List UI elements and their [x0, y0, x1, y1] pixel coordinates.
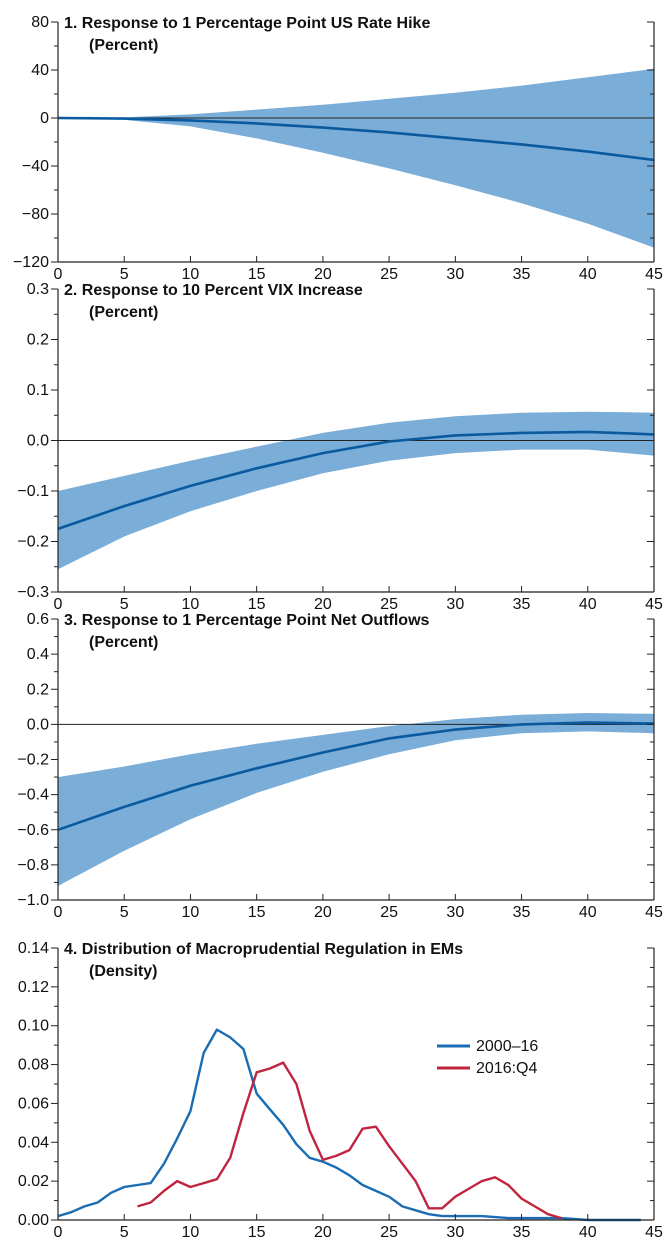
x-tick-label: 30 [446, 266, 464, 283]
x-tick-label: 15 [248, 266, 266, 283]
x-tick-label: 35 [513, 1224, 531, 1241]
y-tick-label: 40 [31, 62, 49, 79]
chart-panel-4: 0.00 0.02 0.04 0.06 0.08 0.10 0.12 0.14 0 5 10 15 20… [18, 940, 663, 1241]
y-tick-label: −0.6 [17, 822, 49, 839]
x-tick-label: 0 [54, 596, 63, 613]
x-tick-label: 20 [314, 596, 332, 613]
chart-title: 3. Response to 1 Percentage Point Net Ou… [64, 612, 430, 629]
y-tick-label: 0.2 [27, 332, 49, 349]
y-tick-label: −80 [22, 206, 49, 223]
x-tick-label: 40 [579, 266, 597, 283]
y-tick-label: 0.2 [27, 681, 49, 698]
confidence-band [58, 713, 654, 886]
x-tick-label: 30 [446, 904, 464, 921]
x-tick-label: 20 [314, 266, 332, 283]
chart-panel-2: −0.3 −0.2 −0.1 0.0 0.1 0.2 0.3 0 5 10 15 20 25 30 35 40… [17, 281, 663, 613]
x-tick-label: 5 [120, 904, 129, 921]
x-tick-label: 25 [380, 266, 398, 283]
chart-panel-3: −1.0 −0.8 −0.6 −0.4 −0.2 0.0 0.2 0.4 0.6 0 5 10 15 20… [17, 611, 663, 921]
confidence-band [58, 68, 654, 248]
x-tick-label: 35 [513, 904, 531, 921]
response-line [57, 116, 655, 162]
y-tick-label: −40 [22, 158, 49, 175]
confidence-band [58, 411, 654, 570]
y-tick-label: 0.6 [27, 611, 49, 628]
y-tick-label: 0.0 [27, 433, 49, 450]
x-tick-label: 0 [54, 1224, 63, 1241]
x-tick-label: 45 [645, 266, 663, 283]
chart-subtitle: (Percent) [89, 37, 158, 54]
legend-label-2: 2016:Q4 [476, 1060, 537, 1077]
series-line-2 [137, 1061, 562, 1220]
y-tick-label: 0.4 [27, 646, 49, 663]
x-tick-label: 15 [248, 1224, 266, 1241]
chart-title: 1. Response to 1 Percentage Point US Rat… [64, 15, 430, 32]
x-tick-label: 5 [120, 266, 129, 283]
x-tick-label: 40 [579, 596, 597, 613]
y-tick-label: 0.14 [18, 940, 49, 957]
y-tick-label: −1.0 [17, 892, 49, 909]
y-tick-label: 0.3 [27, 281, 49, 298]
x-tick-label: 0 [54, 266, 63, 283]
x-tick-label: 25 [380, 904, 398, 921]
x-tick-label: 20 [314, 1224, 332, 1241]
y-tick-label: −0.2 [17, 534, 49, 551]
legend-label-1: 2000–16 [476, 1038, 538, 1055]
x-tick-label: 25 [380, 1224, 398, 1241]
y-tick-label: 0.1 [27, 382, 49, 399]
y-tick-label: −0.3 [17, 584, 49, 601]
x-tick-label: 5 [120, 1224, 129, 1241]
y-tick-label: 0.10 [18, 1018, 49, 1035]
x-tick-label: 35 [513, 596, 531, 613]
x-tick-label: 45 [645, 904, 663, 921]
chart-panel-1: −120 −80 −40 0 40 80 0 5 10 15 20 25 30 35 40 45 1. Resp… [13, 14, 663, 283]
x-tick-label: 20 [314, 904, 332, 921]
chart-subtitle: (Percent) [89, 634, 158, 651]
y-tick-label: 0.0 [27, 716, 49, 733]
y-tick-label: 0.02 [18, 1173, 49, 1190]
x-tick-label: 15 [248, 904, 266, 921]
x-tick-label: 40 [579, 904, 597, 921]
y-tick-label: 0 [40, 110, 49, 127]
chart-subtitle: (Percent) [89, 304, 158, 321]
x-tick-label: 30 [446, 596, 464, 613]
response-line [57, 721, 655, 832]
y-tick-label: 80 [31, 14, 49, 31]
y-tick-label: 0.06 [18, 1095, 49, 1112]
x-tick-label: 10 [182, 266, 200, 283]
x-tick-label: 10 [182, 904, 200, 921]
x-tick-label: 10 [182, 596, 200, 613]
y-tick-label: −0.1 [17, 483, 49, 500]
series-line-1 [57, 1028, 641, 1222]
x-tick-label: 0 [54, 904, 63, 921]
chart-subtitle: (Density) [89, 963, 157, 980]
y-tick-label: −0.4 [17, 787, 49, 804]
x-tick-label: 35 [513, 266, 531, 283]
y-tick-label: 0.08 [18, 1057, 49, 1074]
y-tick-label: 0.04 [18, 1134, 49, 1151]
x-tick-label: 10 [182, 1224, 200, 1241]
x-tick-label: 45 [645, 1224, 663, 1241]
y-tick-label: 0.12 [18, 979, 49, 996]
y-tick-label: −0.2 [17, 752, 49, 769]
x-tick-label: 15 [248, 596, 266, 613]
chart-title: 2. Response to 10 Percent VIX Increase [64, 282, 363, 299]
chart-title: 4. Distribution of Macroprudential Regul… [64, 941, 463, 958]
response-line [57, 430, 655, 531]
x-tick-label: 5 [120, 596, 129, 613]
x-tick-label: 40 [579, 1224, 597, 1241]
x-tick-label: 30 [446, 1224, 464, 1241]
y-tick-label: −0.8 [17, 857, 49, 874]
y-tick-label: −120 [13, 254, 49, 271]
x-tick-label: 25 [380, 596, 398, 613]
y-tick-label: 0.00 [18, 1212, 49, 1229]
x-tick-label: 45 [645, 596, 663, 613]
